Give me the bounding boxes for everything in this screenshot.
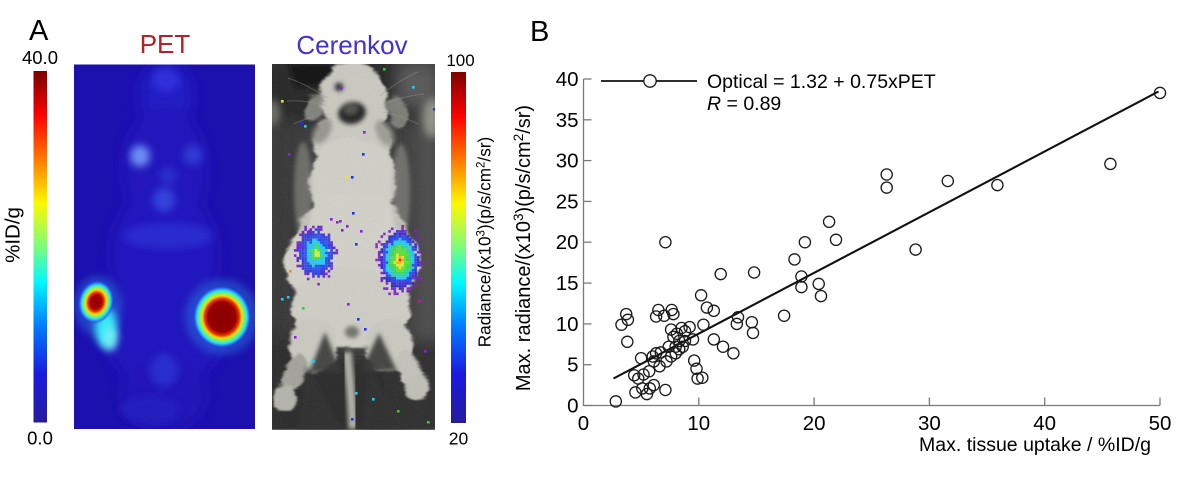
svg-text:40: 40	[556, 68, 579, 91]
svg-text:10: 10	[687, 412, 710, 435]
svg-text:20: 20	[803, 412, 826, 435]
svg-text:Optical = 1.32 + 0.75xPET: Optical = 1.32 + 0.75xPET	[707, 71, 936, 93]
svg-text:25: 25	[556, 190, 579, 213]
svg-text:10: 10	[556, 313, 579, 336]
svg-text:0: 0	[567, 395, 578, 418]
svg-text:Radiance/(x103)(p/s/cm2/sr): Radiance/(x103)(p/s/cm2/sr)	[475, 137, 495, 348]
svg-text:35: 35	[556, 109, 579, 132]
svg-text:30: 30	[918, 412, 941, 435]
svg-text:0: 0	[578, 412, 589, 435]
svg-text:R = 0.89: R = 0.89	[707, 93, 781, 115]
svg-text:A: A	[29, 15, 49, 47]
svg-text:40: 40	[1033, 412, 1056, 435]
svg-text:Cerenkov: Cerenkov	[296, 30, 407, 60]
svg-text:40.0: 40.0	[22, 47, 58, 68]
svg-text:100: 100	[446, 51, 474, 70]
svg-text:5: 5	[567, 354, 578, 377]
svg-text:20: 20	[449, 429, 469, 449]
svg-text:50: 50	[1149, 412, 1172, 435]
svg-text:%ID/g: %ID/g	[2, 207, 25, 263]
svg-text:Max. tissue uptake / %ID/g: Max. tissue uptake / %ID/g	[919, 434, 1151, 456]
svg-text:15: 15	[556, 272, 579, 295]
svg-text:PET: PET	[140, 29, 191, 59]
svg-text:30: 30	[556, 150, 579, 173]
svg-text:0.0: 0.0	[27, 428, 53, 449]
svg-text:B: B	[530, 16, 549, 48]
svg-text:20: 20	[556, 231, 579, 254]
svg-text:Max. radiance/(x103)(p/s/cm2/s: Max. radiance/(x103)(p/s/cm2/sr)	[511, 105, 535, 391]
